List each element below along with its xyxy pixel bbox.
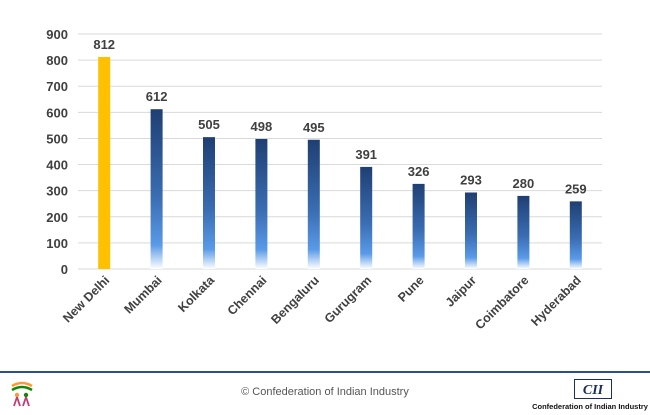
x-tick-label: Gurugram	[322, 273, 375, 326]
data-label: 391	[355, 147, 377, 162]
y-tick-label: 800	[46, 53, 68, 68]
y-tick-label: 400	[46, 158, 68, 173]
bar-coimbatore	[517, 195, 530, 269]
org-name: Confederation of Indian Industry	[532, 402, 648, 411]
gridlines	[78, 33, 602, 270]
data-label: 812	[93, 37, 115, 52]
data-label: 259	[565, 181, 587, 196]
bar-new-delhi	[98, 56, 111, 269]
x-tick-label: Coimbatore	[473, 273, 532, 332]
data-labels: 812 612 505 498 495 391 326 293 280 259	[93, 37, 586, 196]
x-tick-label: Kolkata	[175, 272, 218, 315]
data-label: 280	[513, 176, 535, 191]
x-tick-label: Mumbai	[121, 273, 164, 316]
bar-hyderabad	[569, 201, 582, 269]
data-label: 612	[146, 89, 168, 104]
bar-pune	[412, 183, 425, 269]
data-label: 498	[251, 119, 273, 134]
y-tick-label: 700	[46, 79, 68, 94]
footer-divider	[0, 371, 650, 373]
y-tick-label: 0	[61, 262, 68, 277]
bar-bengaluru	[307, 139, 320, 269]
footer-copyright: © Confederation of Indian Industry	[241, 386, 409, 398]
bar-chennai	[255, 138, 268, 269]
x-tick-label: Pune	[395, 273, 427, 305]
bar-mumbai	[150, 109, 163, 269]
bars	[98, 56, 582, 269]
cii-logo: CII	[574, 379, 612, 399]
y-tick-label: 600	[46, 105, 68, 120]
data-label: 505	[198, 117, 220, 132]
campaign-logo-icon	[11, 381, 33, 407]
x-tick-label: Chennai	[225, 273, 270, 318]
x-tick-label: New Delhi	[60, 273, 112, 325]
y-tick-label: 500	[46, 131, 68, 146]
x-tick-label: Bengaluru	[268, 273, 322, 327]
data-label: 293	[460, 172, 482, 187]
bar-jaipur	[465, 192, 477, 269]
y-tick-label: 300	[46, 184, 68, 199]
bar-chart: 0 100 200 300 400 500 600 700 800 900 812 612 505 49…	[46, 27, 602, 332]
y-tick-label: 200	[46, 210, 68, 225]
data-label: 495	[303, 120, 325, 135]
x-tick-label: Hyderabad	[528, 273, 584, 329]
y-tick-label: 900	[46, 27, 68, 42]
x-tick-label: Jaipur	[443, 273, 480, 310]
y-tick-label: 100	[46, 236, 68, 251]
bar-kolkata	[203, 137, 215, 269]
y-axis-tick-labels: 0 100 200 300 400 500 600 700 800 900	[46, 27, 68, 277]
data-label: 326	[408, 164, 430, 179]
bar-gurugram	[360, 166, 373, 269]
cii-logo-text: CII	[583, 383, 604, 398]
